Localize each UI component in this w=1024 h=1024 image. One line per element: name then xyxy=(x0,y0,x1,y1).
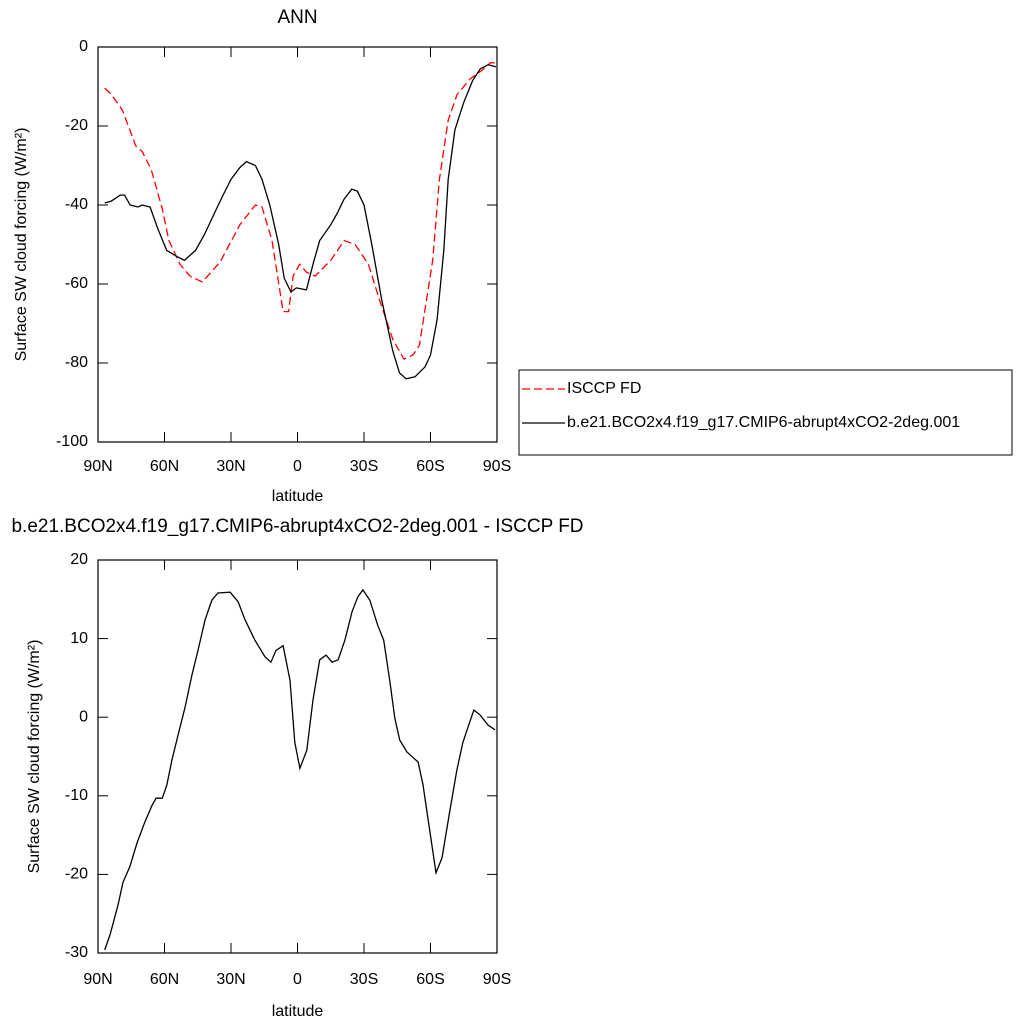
x-tick-label: 60S xyxy=(416,971,444,988)
x-tick-label: 30N xyxy=(216,458,245,475)
chart-title: b.e21.BCO2x4.f19_g17.CMIP6-abrupt4xCO2-2… xyxy=(11,516,583,537)
x-tick-label: 90N xyxy=(83,971,112,988)
x-tick-label: 90N xyxy=(83,458,112,475)
y-tick-label: -80 xyxy=(65,354,88,371)
y-tick-label: -100 xyxy=(56,433,88,450)
y-tick-label: -30 xyxy=(65,944,88,961)
x-tick-label: 90S xyxy=(483,458,511,475)
plot-frame xyxy=(97,46,498,443)
y-tick-label: 10 xyxy=(70,630,88,647)
x-tick-label: 30S xyxy=(350,971,378,988)
x-tick-label: 60N xyxy=(150,458,179,475)
x-axis-label: latitude xyxy=(272,488,324,505)
y-tick-label: 0 xyxy=(79,708,88,725)
chart-title: ANN xyxy=(277,7,317,28)
y-tick-label: -10 xyxy=(65,787,88,804)
y-tick-label: 0 xyxy=(79,38,88,55)
legend-label: b.e21.BCO2x4.f19_g17.CMIP6-abrupt4xCO2-2… xyxy=(567,414,960,431)
x-tick-label: 90S xyxy=(483,971,511,988)
data-line xyxy=(104,588,496,951)
y-tick-label: -60 xyxy=(65,275,88,292)
x-tick-label: 30S xyxy=(350,458,378,475)
y-tick-label: -20 xyxy=(65,866,88,883)
x-axis-label: latitude xyxy=(272,1003,324,1020)
x-tick-label: 0 xyxy=(293,971,302,988)
y-tick-label: -20 xyxy=(65,117,88,134)
legend-box xyxy=(518,369,1013,456)
x-tick-label: 30N xyxy=(216,971,245,988)
y-axis-label: Surface SW cloud forcing (W/m²) xyxy=(13,128,30,362)
x-tick-label: 0 xyxy=(293,458,302,475)
data-line xyxy=(104,62,496,360)
y-tick-label: 20 xyxy=(70,551,88,568)
legend-label: ISCCP FD xyxy=(567,380,641,397)
y-axis-label: Surface SW cloud forcing (W/m²) xyxy=(26,640,43,874)
x-tick-label: 60S xyxy=(416,458,444,475)
y-tick-label: -40 xyxy=(65,196,88,213)
data-line xyxy=(104,64,497,380)
x-tick-label: 60N xyxy=(150,971,179,988)
